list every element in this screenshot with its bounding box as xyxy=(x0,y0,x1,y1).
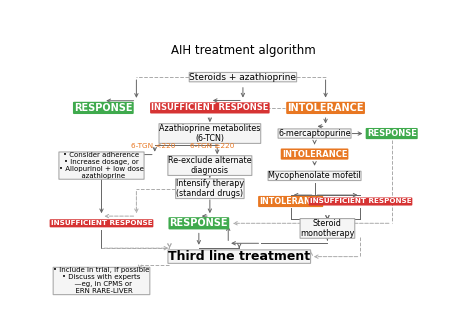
Text: • Include in trial, if possible
• Discuss with experts
  —eg, in CPMS or
  ERN R: • Include in trial, if possible • Discus… xyxy=(53,267,150,294)
Text: Mycophenolate mofetil: Mycophenolate mofetil xyxy=(268,171,361,180)
Text: Re-exclude alternate
diagnosis: Re-exclude alternate diagnosis xyxy=(168,156,252,175)
Text: AIH treatment algorithm: AIH treatment algorithm xyxy=(171,44,315,57)
Text: RESPONSE: RESPONSE xyxy=(170,218,228,228)
Text: 6-TGN ≥220: 6-TGN ≥220 xyxy=(190,143,234,149)
Text: 6-TGN <220: 6-TGN <220 xyxy=(131,143,175,149)
Text: INTOLERANCE: INTOLERANCE xyxy=(287,103,364,113)
Text: Third line treatment: Third line treatment xyxy=(168,250,310,263)
Text: Azathioprine metabolites
(6-TCN): Azathioprine metabolites (6-TCN) xyxy=(159,124,261,143)
Text: 6-mercaptopurine: 6-mercaptopurine xyxy=(278,129,351,138)
Text: INSUFFICIENT RESPONSE: INSUFFICIENT RESPONSE xyxy=(151,104,269,113)
Text: RESPONSE: RESPONSE xyxy=(74,103,133,113)
Text: INSUFFICIENT RESPONSE: INSUFFICIENT RESPONSE xyxy=(51,220,152,226)
Text: INTOLERANCE: INTOLERANCE xyxy=(282,150,347,159)
Text: Steroids + azathioprine: Steroids + azathioprine xyxy=(190,73,296,82)
Text: INSUFFICIENT RESPONSE: INSUFFICIENT RESPONSE xyxy=(310,198,411,204)
Text: • Consider adherence
• Increase dosage, or
• Allopurinol + low dose
  azathiopri: • Consider adherence • Increase dosage, … xyxy=(59,152,144,179)
Text: Steroid
monotherapy: Steroid monotherapy xyxy=(300,219,355,238)
Text: INTOLERANCE: INTOLERANCE xyxy=(259,197,322,206)
Text: RESPONSE: RESPONSE xyxy=(367,129,417,138)
Text: Intensify therapy
(standard drugs): Intensify therapy (standard drugs) xyxy=(176,179,244,198)
